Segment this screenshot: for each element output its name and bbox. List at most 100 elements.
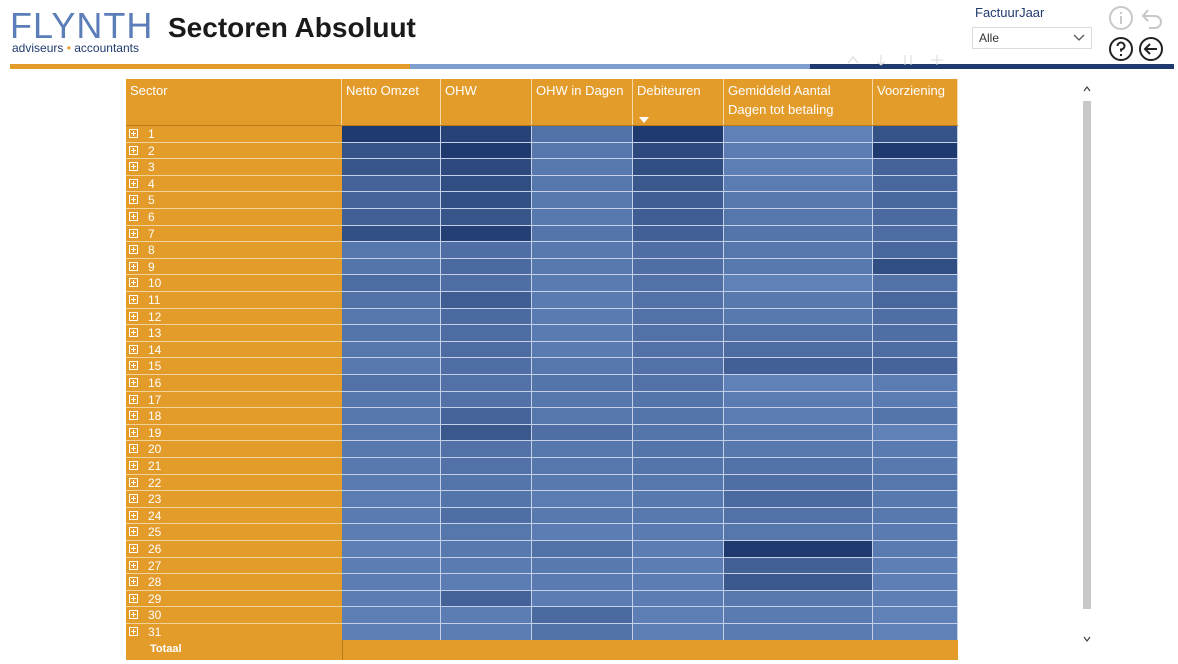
heat-cell[interactable]	[532, 541, 633, 558]
heat-cell[interactable]	[724, 541, 873, 558]
expand-plus-icon[interactable]	[129, 378, 138, 387]
heat-cell[interactable]	[633, 225, 724, 243]
heat-cell[interactable]	[441, 491, 532, 508]
heat-cell[interactable]	[532, 524, 633, 541]
expand-plus-icon[interactable]	[129, 411, 138, 421]
column-header-5[interactable]: Gemiddeld Aantal Dagen tot betaling	[724, 79, 873, 126]
heat-cell[interactable]	[633, 275, 724, 292]
heat-cell[interactable]	[873, 507, 958, 525]
heat-cell[interactable]	[342, 209, 441, 226]
expand-plus-icon[interactable]	[129, 195, 138, 205]
heat-cell[interactable]	[532, 325, 633, 342]
heat-cell[interactable]	[441, 424, 532, 442]
heat-cell[interactable]	[633, 325, 724, 342]
heat-cell[interactable]	[532, 408, 633, 425]
heat-cell[interactable]	[532, 192, 633, 209]
heat-cell[interactable]	[441, 126, 532, 143]
expand-plus-icon[interactable]	[129, 494, 138, 504]
heat-cell[interactable]	[873, 159, 958, 176]
heat-cell[interactable]	[532, 242, 633, 259]
undo-icon[interactable]	[1138, 5, 1164, 31]
heat-cell[interactable]	[342, 275, 441, 292]
heat-cell[interactable]	[873, 458, 958, 475]
heat-cell[interactable]	[724, 209, 873, 226]
heat-cell[interactable]	[724, 325, 873, 342]
heat-cell[interactable]	[441, 292, 532, 309]
heat-cell[interactable]	[873, 341, 958, 359]
heat-cell[interactable]	[633, 258, 724, 276]
heat-cell[interactable]	[873, 491, 958, 508]
heat-cell[interactable]	[873, 474, 958, 492]
heat-cell[interactable]	[342, 458, 441, 475]
heat-cell[interactable]	[532, 574, 633, 591]
heat-cell[interactable]	[724, 458, 873, 475]
heat-cell[interactable]	[873, 175, 958, 193]
heat-cell[interactable]	[342, 574, 441, 591]
heat-cell[interactable]	[873, 275, 958, 292]
info-icon[interactable]	[1108, 5, 1134, 31]
expand-plus-icon[interactable]	[129, 295, 138, 304]
heat-cell[interactable]	[633, 541, 724, 558]
heat-cell[interactable]	[724, 142, 873, 160]
expand-plus-icon[interactable]	[129, 311, 138, 321]
heat-cell[interactable]	[342, 491, 441, 508]
heat-cell[interactable]	[724, 441, 873, 458]
heat-cell[interactable]	[873, 292, 958, 309]
heat-cell[interactable]	[532, 341, 633, 359]
heat-cell[interactable]	[441, 142, 532, 160]
heat-cell[interactable]	[441, 441, 532, 458]
expand-plus-icon[interactable]	[129, 544, 138, 553]
column-header-4[interactable]: Debiteuren	[633, 79, 724, 126]
heat-cell[interactable]	[873, 375, 958, 392]
heat-cell[interactable]	[724, 590, 873, 608]
heat-cell[interactable]	[532, 607, 633, 624]
heat-cell[interactable]	[532, 375, 633, 392]
column-header-6[interactable]: Voorziening	[873, 79, 958, 126]
heat-cell[interactable]	[873, 441, 958, 458]
heat-cell[interactable]	[633, 358, 724, 375]
heat-cell[interactable]	[873, 192, 958, 209]
heat-cell[interactable]	[532, 424, 633, 442]
heat-cell[interactable]	[873, 590, 958, 608]
scrollbar-thumb[interactable]	[1083, 101, 1091, 609]
heat-cell[interactable]	[441, 225, 532, 243]
heat-cell[interactable]	[873, 424, 958, 442]
heat-cell[interactable]	[342, 424, 441, 442]
heat-cell[interactable]	[532, 458, 633, 475]
heat-cell[interactable]	[724, 126, 873, 143]
heat-cell[interactable]	[342, 242, 441, 259]
heat-cell[interactable]	[724, 159, 873, 176]
heat-cell[interactable]	[633, 209, 724, 226]
expand-plus-icon[interactable]	[129, 627, 138, 636]
heat-cell[interactable]	[873, 607, 958, 624]
heat-cell[interactable]	[633, 175, 724, 193]
heat-cell[interactable]	[342, 624, 441, 641]
heat-cell[interactable]	[724, 524, 873, 541]
heat-cell[interactable]	[342, 292, 441, 309]
heat-cell[interactable]	[441, 607, 532, 624]
heat-cell[interactable]	[441, 341, 532, 359]
heat-cell[interactable]	[633, 408, 724, 425]
heat-cell[interactable]	[633, 491, 724, 508]
expand-plus-icon[interactable]	[129, 461, 138, 470]
heat-cell[interactable]	[342, 341, 441, 359]
expand-plus-icon[interactable]	[129, 510, 138, 520]
heat-cell[interactable]	[441, 275, 532, 292]
heat-cell[interactable]	[724, 574, 873, 591]
heat-cell[interactable]	[532, 175, 633, 193]
expand-plus-icon[interactable]	[129, 162, 138, 172]
scroll-down-icon[interactable]	[1082, 634, 1092, 644]
heat-cell[interactable]	[633, 424, 724, 442]
heat-cell[interactable]	[342, 474, 441, 492]
expand-plus-icon[interactable]	[129, 145, 138, 155]
heat-cell[interactable]	[342, 391, 441, 409]
expand-plus-icon[interactable]	[129, 344, 138, 354]
heat-cell[interactable]	[342, 308, 441, 326]
expand-plus-icon[interactable]	[129, 610, 138, 620]
heat-cell[interactable]	[633, 142, 724, 160]
heat-cell[interactable]	[873, 325, 958, 342]
heat-cell[interactable]	[633, 507, 724, 525]
heat-cell[interactable]	[724, 225, 873, 243]
heat-cell[interactable]	[724, 491, 873, 508]
heat-cell[interactable]	[724, 358, 873, 375]
